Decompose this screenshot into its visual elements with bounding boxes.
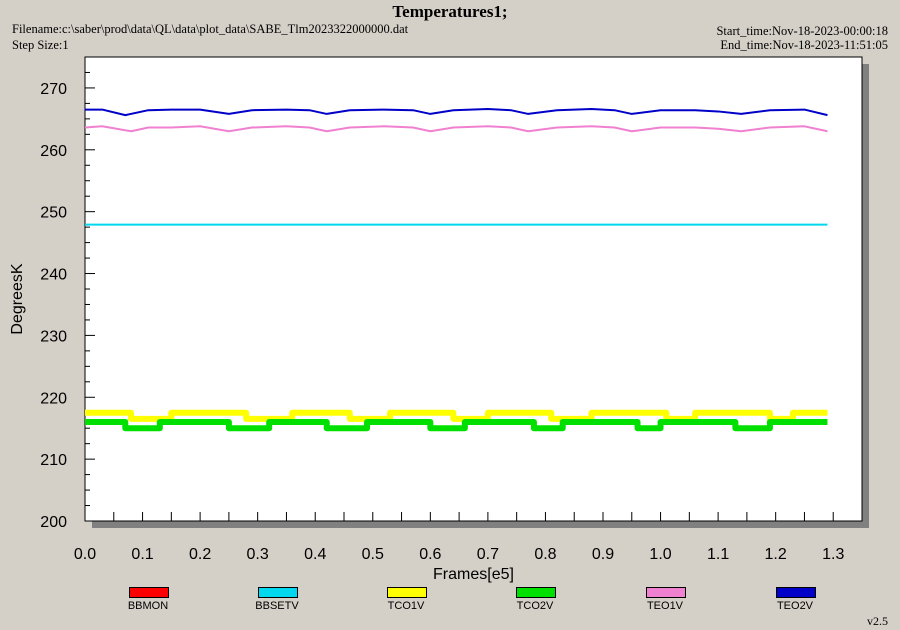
x-tick-label: 0.2 [189,546,211,563]
x-tick-label: 1.0 [649,546,671,563]
chart-title: Temperatures1; [392,2,508,21]
x-tick-label: 0.9 [592,546,614,563]
series-line-teo2v [85,107,828,117]
x-tick-label: 0.1 [131,546,153,563]
end-time-label: End_time:Nov-18-2023-11:51:05 [720,38,888,52]
y-axis-label: DegreesK [9,263,26,334]
x-tick-label: 0.4 [304,546,326,563]
y-tick-label: 220 [40,390,67,407]
x-tick-label: 0.7 [477,546,499,563]
y-tick-label: 270 [40,81,67,98]
y-tick-label: 230 [40,328,67,345]
x-axis-label: Frames[e5] [433,566,514,583]
filename-label: Filename:c:\saber\prod\data\QL\data\plot… [12,22,409,36]
series-line-tco2v [85,419,828,432]
series-line-tco1v [85,409,828,422]
x-tick-label: 1.3 [822,546,844,563]
x-tick-label: 1.1 [707,546,729,563]
y-tick-label: 240 [40,267,67,284]
x-tick-label: 0.6 [419,546,441,563]
y-tick-label: 210 [40,452,67,469]
version-label: v2.5 [867,614,888,628]
y-tick-label: 260 [40,143,67,160]
x-tick-label: 0.8 [534,546,556,563]
step-size-label: Step Size:1 [12,38,69,52]
series-line-teo1v [84,125,828,133]
plot-area [84,56,863,522]
x-tick-label: 0.0 [74,546,96,563]
y-tick-label: 200 [40,514,67,531]
x-tick-label: 1.2 [765,546,787,563]
x-tick-label: 0.5 [362,546,384,563]
start-time-label: Start_time:Nov-18-2023-00:00:18 [716,24,888,38]
y-tick-label: 250 [40,205,67,222]
x-tick-label: 0.3 [247,546,269,563]
